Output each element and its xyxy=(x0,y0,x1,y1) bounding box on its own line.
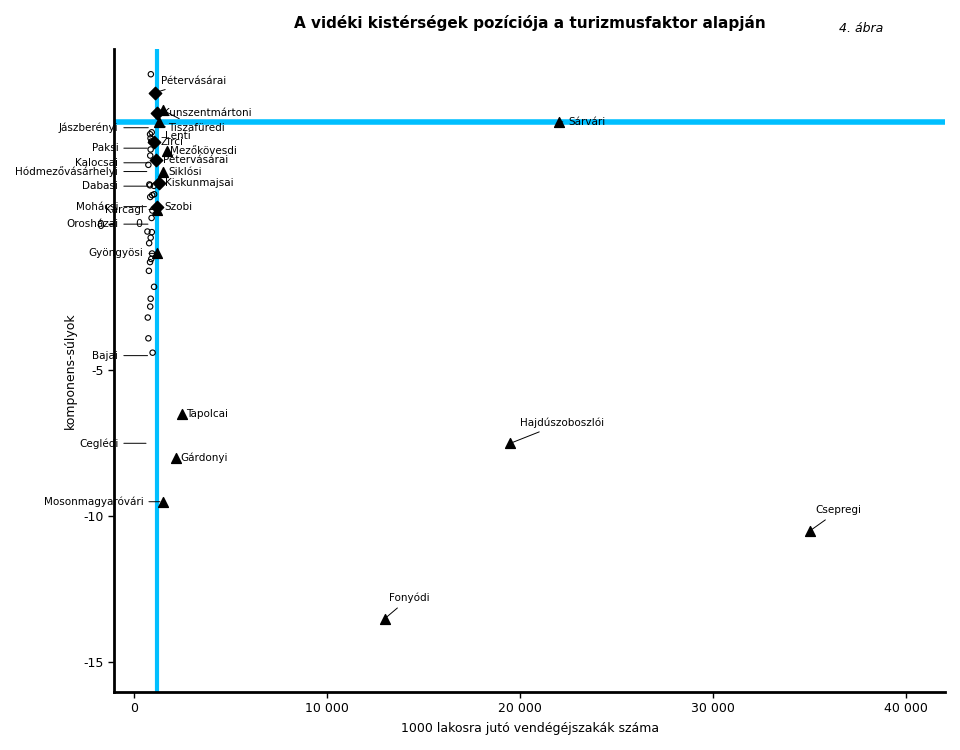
Point xyxy=(142,128,157,140)
Text: Mohácsi: Mohácsi xyxy=(76,202,147,211)
Text: Pétervásárai: Pétervásárai xyxy=(157,76,226,92)
Point xyxy=(149,203,164,215)
Point xyxy=(142,179,157,191)
Text: Hódmezővásárhelyi: Hódmezővásárhelyi xyxy=(15,166,147,177)
Point xyxy=(141,159,156,171)
Point xyxy=(151,116,166,128)
Text: Gyöngyösi: Gyöngyösi xyxy=(88,248,155,258)
Point xyxy=(377,613,393,625)
Text: Lenti: Lenti xyxy=(161,124,190,142)
Point xyxy=(151,177,166,189)
Text: Pétervásárai: Pétervásárai xyxy=(156,154,228,165)
Point xyxy=(141,332,156,344)
Text: Siklósi: Siklósi xyxy=(162,166,203,176)
Text: Szobi: Szobi xyxy=(156,202,193,211)
Text: 0: 0 xyxy=(135,219,143,230)
Text: Paksi: Paksi xyxy=(91,143,148,153)
Point xyxy=(175,408,190,420)
Point xyxy=(146,180,161,192)
Point xyxy=(143,143,158,155)
Point xyxy=(142,149,157,161)
Point xyxy=(142,178,157,190)
Text: Orosházai: Orosházai xyxy=(66,219,148,230)
Text: Hajdúszoboszlói: Hajdúszoboszlói xyxy=(513,418,604,442)
Point xyxy=(144,226,159,238)
Point xyxy=(146,136,161,148)
Point xyxy=(140,226,156,238)
Point xyxy=(155,166,170,178)
Point xyxy=(144,212,159,224)
Text: Tapolcai: Tapolcai xyxy=(182,409,228,419)
Point xyxy=(141,265,156,277)
Point xyxy=(142,301,157,313)
Text: Tiszafüredi: Tiszafüredi xyxy=(165,112,226,133)
Point xyxy=(155,496,170,508)
Point xyxy=(145,189,160,201)
Point xyxy=(147,87,162,99)
Point xyxy=(147,188,162,200)
Point xyxy=(143,68,158,80)
Point xyxy=(149,248,164,259)
Point xyxy=(140,311,156,323)
Point xyxy=(144,248,159,259)
Text: Fonyódi: Fonyódi xyxy=(387,593,429,616)
Point xyxy=(551,116,566,128)
Point xyxy=(149,107,164,119)
Point xyxy=(159,145,175,157)
Text: Zirci: Zirci xyxy=(154,137,183,147)
Text: Mezőkövesdi: Mezőkövesdi xyxy=(167,146,237,156)
Text: Bajai: Bajai xyxy=(92,351,148,361)
Point xyxy=(143,132,158,144)
Text: Kalocsai: Kalocsai xyxy=(75,158,149,168)
Text: Sárvári: Sárvári xyxy=(562,117,606,127)
Point xyxy=(145,205,160,217)
Point xyxy=(144,253,159,265)
Point xyxy=(503,437,518,449)
Text: Kiskunmajsai: Kiskunmajsai xyxy=(158,178,233,188)
Point xyxy=(803,525,818,537)
Point xyxy=(141,237,156,249)
Point xyxy=(143,292,158,304)
Text: Gárdonyi: Gárdonyi xyxy=(177,453,228,464)
X-axis label: 1000 lakosra jutó vendégéjszakák száma: 1000 lakosra jutó vendégéjszakák száma xyxy=(400,722,659,735)
Point xyxy=(155,104,170,116)
Point xyxy=(144,126,159,138)
Text: Csepregi: Csepregi xyxy=(812,506,861,530)
Point xyxy=(149,200,164,212)
Y-axis label: komponens-súlyok: komponens-súlyok xyxy=(63,312,77,428)
Text: Karcagi: Karcagi xyxy=(105,205,155,214)
Point xyxy=(145,346,160,358)
Point xyxy=(169,452,184,464)
Text: Jászberényi: Jászberényi xyxy=(59,122,149,133)
Point xyxy=(144,136,159,148)
Point xyxy=(142,256,157,268)
Point xyxy=(148,154,163,166)
Text: 4. ábra: 4. ábra xyxy=(839,22,883,35)
Text: Mosonmagyaróvári: Mosonmagyaróvári xyxy=(43,496,160,507)
Point xyxy=(143,232,158,244)
Text: Ceglédi: Ceglédi xyxy=(79,438,146,448)
Title: A vidéki kistérségek pozíciója a turizmusfaktor alapján: A vidéki kistérségek pozíciója a turizmu… xyxy=(294,15,765,31)
Point xyxy=(142,191,157,203)
Text: Dabasi: Dabasi xyxy=(83,182,148,191)
Text: Kunszentmártoni: Kunszentmártoni xyxy=(156,108,252,118)
Point xyxy=(146,280,161,292)
